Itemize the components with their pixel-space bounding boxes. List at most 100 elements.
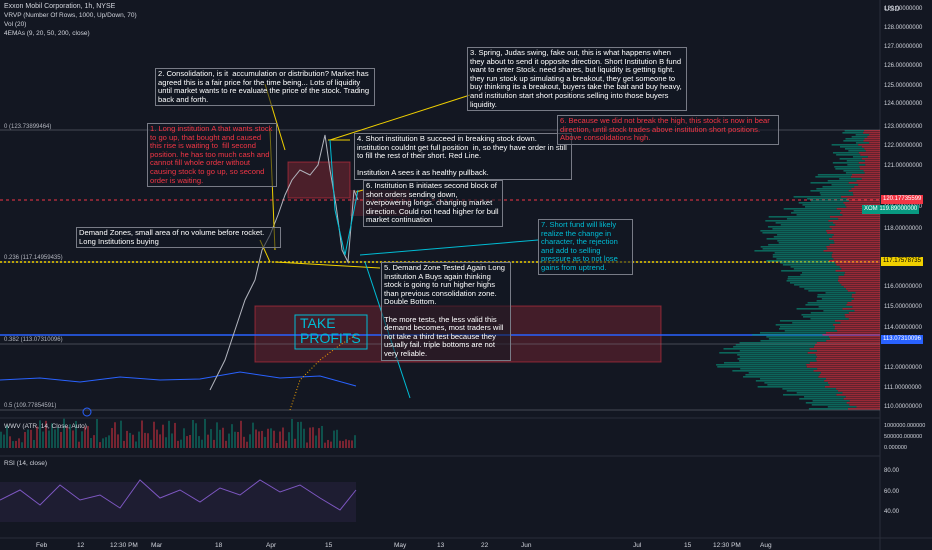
- decor-bar: [816, 356, 880, 358]
- decor-bar: [832, 252, 880, 254]
- decor-bar: [719, 352, 808, 354]
- decor-bar: [860, 154, 880, 156]
- arrow-cyan: [359, 239, 539, 256]
- decor-bar: [768, 244, 830, 246]
- decor-bar: [848, 190, 880, 192]
- decor-bar: [786, 218, 839, 220]
- arrow-cyan: [329, 139, 359, 256]
- decor-bar: [291, 418, 293, 448]
- decor-bar: [854, 186, 880, 188]
- decor-bar: [815, 358, 880, 360]
- decor-bar: [33, 439, 35, 448]
- decor-bar: [739, 360, 817, 362]
- legend-line: Vol (20): [4, 21, 27, 28]
- decor-bar: [778, 242, 835, 244]
- decor-bar: [826, 378, 880, 380]
- decor-bar: [36, 426, 38, 448]
- decor-bar: [138, 431, 140, 448]
- decor-bar: [828, 220, 880, 222]
- decor-bar: [777, 234, 834, 236]
- x-axis-label: May: [394, 542, 407, 549]
- decor-bar: [174, 422, 176, 448]
- decor-bar: [864, 130, 880, 132]
- decor-bar: [832, 162, 859, 164]
- decor-bar: [849, 404, 880, 406]
- decor-bar: [835, 270, 880, 272]
- decor-bar: [282, 427, 284, 448]
- decor-bar: [767, 384, 830, 386]
- decor-bar: [799, 286, 844, 288]
- decor-bar: [216, 422, 218, 448]
- decor-bar: [838, 276, 880, 278]
- decor-bar: [231, 424, 233, 448]
- decor-bar: [845, 172, 865, 174]
- decor-bar: [818, 306, 853, 308]
- decor-bar: [851, 136, 868, 138]
- decor-bar: [255, 429, 257, 448]
- decor-bar: [156, 429, 158, 448]
- x-axis-label: Jul: [633, 542, 642, 549]
- decor-bar: [764, 382, 828, 384]
- decor-bar: [66, 426, 68, 448]
- decor-bar: [294, 438, 296, 448]
- decor-bar: [851, 296, 880, 298]
- decor-bar: [748, 372, 821, 374]
- decor-bar: [813, 370, 880, 372]
- decor-bar: [805, 402, 847, 404]
- decor-bar: [312, 427, 314, 448]
- decor-bar: [826, 246, 880, 248]
- x-axis-label: Mar: [151, 542, 163, 549]
- decor-bar: [828, 238, 880, 240]
- decor-bar: [827, 232, 880, 234]
- decor-bar: [755, 380, 825, 382]
- decor-bar: [845, 288, 880, 290]
- decor-bar: [811, 404, 850, 406]
- decor-bar: [836, 208, 880, 210]
- decor-bar: [752, 334, 823, 336]
- decor-bar: [804, 288, 846, 290]
- decor-bar: [825, 332, 880, 334]
- decor-bar: [844, 272, 880, 274]
- decor-bar: [839, 178, 862, 180]
- decor-bar: [801, 314, 845, 316]
- decor-bar: [792, 322, 841, 324]
- price-label: 111.00000000: [884, 385, 922, 391]
- decor-bar: [237, 431, 239, 448]
- decor-bar: [817, 368, 880, 370]
- decor-bar: [865, 150, 880, 152]
- decor-bar: [848, 150, 866, 152]
- decor-bar: [851, 300, 880, 302]
- decor-bar: [779, 320, 835, 322]
- decor-bar: [833, 240, 880, 242]
- badge-value: 113.07310096: [883, 336, 921, 342]
- price-path: [209, 134, 359, 391]
- decor-bar: [844, 274, 880, 276]
- fib-label: 0.236 (117.14959435): [4, 255, 63, 261]
- decor-bar: [787, 278, 839, 280]
- symbol: XOM: [864, 206, 880, 212]
- decor-bar: [48, 430, 50, 448]
- decor-bar: [75, 420, 77, 448]
- decor-bar: [759, 332, 826, 334]
- decor-bar: [846, 402, 880, 404]
- decor-bar: [829, 226, 880, 228]
- annotation: 4. Short institution B succeed in breaki…: [354, 133, 572, 180]
- decor-bar: [135, 441, 137, 448]
- decor-bar: [24, 432, 26, 448]
- decor-bar: [69, 424, 71, 448]
- decor-bar: [794, 284, 842, 286]
- price-badge: 117.17578735: [881, 257, 923, 266]
- decor-bar: [766, 238, 829, 240]
- decor-bar: [171, 433, 173, 448]
- pane-title: RSI (14, close): [4, 460, 47, 467]
- decor-bar: [810, 182, 849, 184]
- decor-bar: [835, 262, 880, 264]
- decor-bar: [733, 346, 814, 348]
- x-axis-label: 15: [325, 542, 333, 549]
- decor-bar: [117, 434, 119, 448]
- decor-bar: [848, 182, 880, 184]
- decor-bar: [823, 250, 880, 252]
- decor-bar: [837, 280, 880, 282]
- price-label: 114.00000000: [884, 325, 922, 331]
- decor-bar: [831, 228, 880, 230]
